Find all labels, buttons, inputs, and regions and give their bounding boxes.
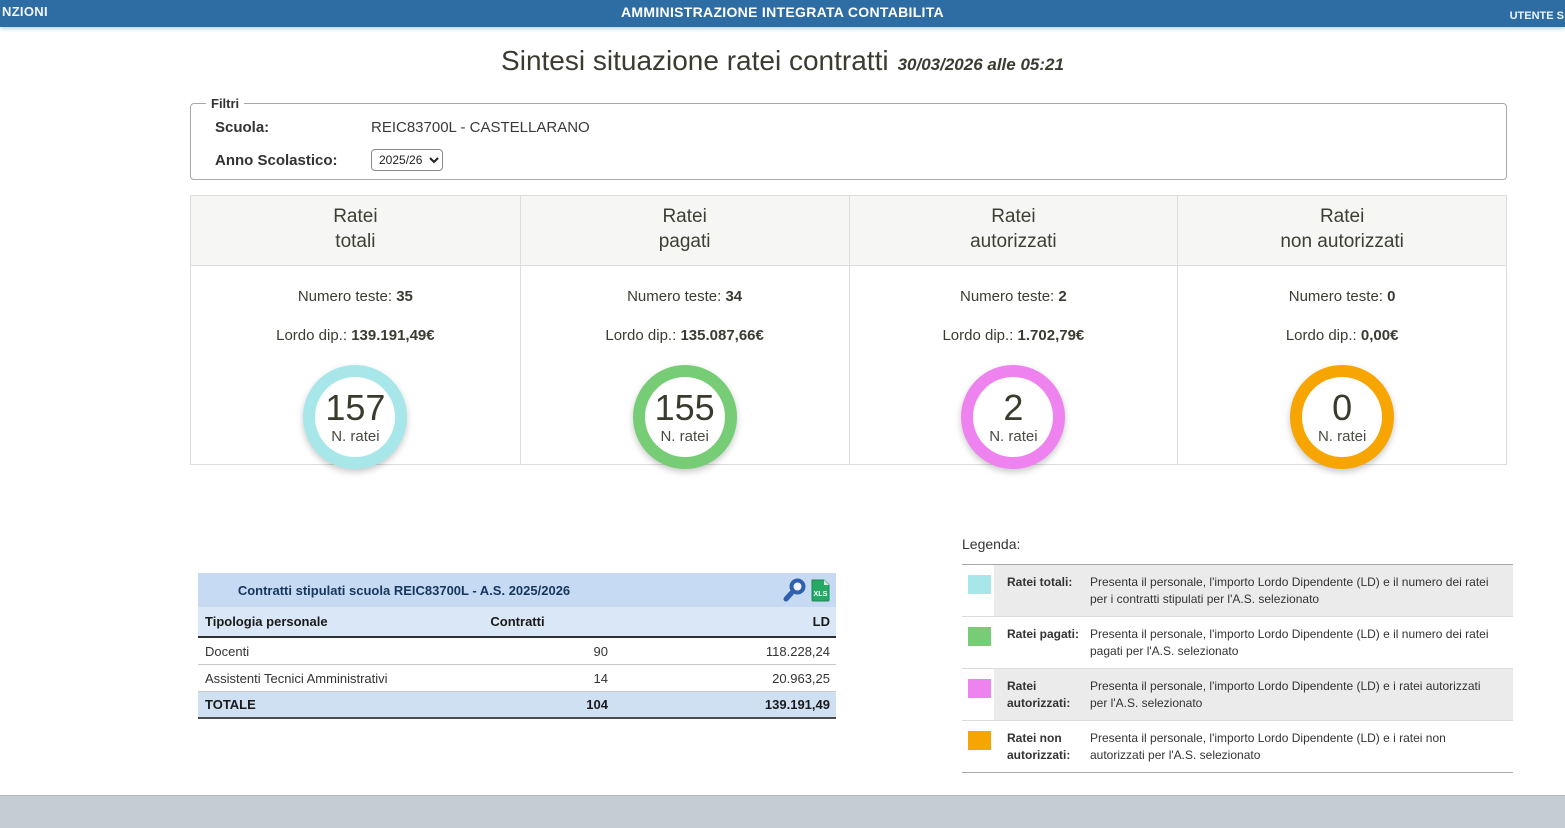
card-ratei-totali: Ratei totali Numero teste: 35 Lordo dip.… bbox=[191, 196, 520, 469]
legend-swatch-autorizzati bbox=[968, 679, 991, 698]
legend-description: Presenta il personale, l'importo Lordo D… bbox=[1090, 679, 1481, 710]
ratei-count: 2 bbox=[1003, 387, 1024, 428]
legend-item-ratei-autorizzati: Ratei autorizzati: Presenta il personale… bbox=[962, 669, 1513, 721]
col-contratti: Contratti bbox=[490, 614, 545, 629]
page-title: Sintesi situazione ratei contratti 30/03/… bbox=[0, 45, 1565, 77]
lordo-dipendente: Lordo dip.: 1.702,79€ bbox=[942, 327, 1085, 344]
lordo-dipendente: Lordo dip.: 0,00€ bbox=[1285, 327, 1399, 344]
legend-swatch-non-autorizzati bbox=[968, 731, 991, 750]
table-row-ata: Assistenti Tecnici Amministrativi 14 20.… bbox=[198, 665, 836, 692]
card-body: Numero teste: 2 Lordo dip.: 1.702,79€ 2 … bbox=[850, 266, 1178, 469]
ratei-count-label: N. ratei bbox=[989, 428, 1038, 445]
ratei-count-label: N. ratei bbox=[660, 428, 709, 445]
lordo-dipendente: Lordo dip.: 135.087,66€ bbox=[605, 327, 764, 344]
ratei-count: 157 bbox=[325, 387, 386, 428]
numero-teste: Numero teste: 0 bbox=[1288, 288, 1396, 305]
ratei-count: 0 bbox=[1332, 387, 1353, 428]
card-body: Numero teste: 0 Lordo dip.: 0,00€ 0 N. r… bbox=[1178, 266, 1506, 469]
card-body: Numero teste: 34 Lordo dip.: 135.087,66€… bbox=[521, 266, 849, 469]
card-title: Ratei pagati bbox=[520, 196, 849, 266]
ratei-count-label: N. ratei bbox=[331, 428, 380, 445]
numero-teste: Numero teste: 34 bbox=[627, 288, 743, 305]
contracts-table-caption: Contratti stipulati scuola REIC83700L - … bbox=[198, 573, 836, 607]
menu-funzioni[interactable]: NZIONI bbox=[2, 4, 48, 19]
search-icon[interactable] bbox=[782, 577, 808, 603]
col-tipologia: Tipologia personale bbox=[205, 614, 328, 629]
numero-teste: Numero teste: 2 bbox=[960, 288, 1067, 305]
legend-label: Ratei totali: bbox=[1007, 575, 1073, 589]
legend-swatch-totali bbox=[968, 575, 991, 594]
ratei-circle: 2 N. ratei bbox=[961, 365, 1066, 469]
ratei-circle: 157 N. ratei bbox=[303, 365, 408, 469]
svg-text:XLS: XLS bbox=[814, 589, 828, 598]
app-title: AMMINISTRAZIONE INTEGRATA CONTABILITA bbox=[621, 4, 944, 20]
legend-item-ratei-totali: Ratei totali: Presenta il personale, l'i… bbox=[962, 565, 1513, 617]
page-title-datetime: 30/03/2026 alle 05:21 bbox=[897, 55, 1064, 74]
legend-description: Presenta il personale, l'importo Lordo D… bbox=[1090, 627, 1489, 658]
legend-item-ratei-non-autorizzati: Ratei non autorizzati: Presenta il perso… bbox=[962, 721, 1513, 773]
legend-description: Presenta il personale, l'importo Lordo D… bbox=[1090, 731, 1446, 762]
legend-description: Presenta il personale, l'importo Lordo D… bbox=[1090, 575, 1489, 606]
ratei-circle: 155 N. ratei bbox=[632, 365, 737, 469]
card-title: Ratei totali bbox=[191, 196, 520, 266]
legend-label: Ratei pagati: bbox=[1007, 627, 1080, 641]
card-ratei-non-autorizzati: Ratei non autorizzati Numero teste: 0 Lo… bbox=[1177, 196, 1506, 469]
school-year-select[interactable]: 2025/26 bbox=[371, 149, 443, 171]
card-title: Ratei autorizzati bbox=[849, 196, 1178, 266]
table-row-totale: TOTALE 104 139.191,49 bbox=[198, 692, 836, 719]
lordo-dipendente: Lordo dip.: 139.191,49€ bbox=[276, 327, 435, 344]
ratei-summary-cards: Ratei totali Numero teste: 35 Lordo dip.… bbox=[190, 195, 1507, 469]
card-ratei-pagati: Ratei pagati Numero teste: 34 Lordo dip.… bbox=[519, 196, 849, 469]
card-body: Numero teste: 35 Lordo dip.: 139.191,49€… bbox=[191, 266, 520, 469]
filter-school-row: Scuola: REIC83700L - CASTELLARANO bbox=[215, 119, 1506, 136]
school-year-label: Anno Scolastico: bbox=[215, 151, 338, 169]
filters-panel: Filtri Scuola: REIC83700L - CASTELLARANO… bbox=[190, 96, 1507, 180]
xls-export-icon[interactable]: XLS bbox=[811, 579, 830, 602]
filter-year-row: Anno Scolastico: 2025/26 bbox=[215, 149, 1506, 171]
filters-legend: Filtri bbox=[211, 96, 240, 111]
numero-teste: Numero teste: 35 bbox=[297, 288, 413, 305]
school-value: REIC83700L - CASTELLARANO bbox=[371, 119, 590, 136]
col-ld: LD bbox=[812, 614, 830, 629]
card-ratei-autorizzati: Ratei autorizzati Numero teste: 2 Lordo … bbox=[848, 196, 1178, 469]
ratei-circle: 0 N. ratei bbox=[1290, 365, 1395, 469]
legend-swatch-pagati bbox=[968, 627, 991, 646]
contracts-table-title: Contratti stipulati scuola REIC83700L - … bbox=[237, 582, 571, 598]
ratei-count-label: N. ratei bbox=[1317, 428, 1367, 445]
school-label: Scuola: bbox=[215, 119, 270, 136]
table-row-docenti: Docenti 90 118.228,24 bbox=[198, 638, 836, 665]
ratei-count: 155 bbox=[654, 387, 715, 428]
footer-bar bbox=[0, 795, 1565, 828]
card-title: Ratei non autorizzati bbox=[1178, 196, 1506, 266]
legend-label: Ratei autorizzati: bbox=[1007, 679, 1071, 710]
legend-table: Ratei totali: Presenta il personale, l'i… bbox=[962, 564, 1513, 773]
page-title-text: Sintesi situazione ratei contratti bbox=[501, 45, 889, 76]
legend-label: Ratei non autorizzati: bbox=[1007, 731, 1071, 762]
legend-title: Legenda: bbox=[962, 536, 1021, 552]
contracts-table-header: Tipologia personale Contratti LD bbox=[198, 607, 836, 638]
contracts-table: Contratti stipulati scuola REIC83700L - … bbox=[198, 573, 836, 719]
legend-item-ratei-pagati: Ratei pagati: Presenta il personale, l'i… bbox=[962, 617, 1513, 669]
contracts-table-actions: XLS bbox=[782, 577, 836, 603]
top-menu-bar: NZIONI AMMINISTRAZIONE INTEGRATA CONTABI… bbox=[0, 0, 1565, 27]
menu-utente[interactable]: UTENTE S bbox=[1509, 10, 1564, 22]
